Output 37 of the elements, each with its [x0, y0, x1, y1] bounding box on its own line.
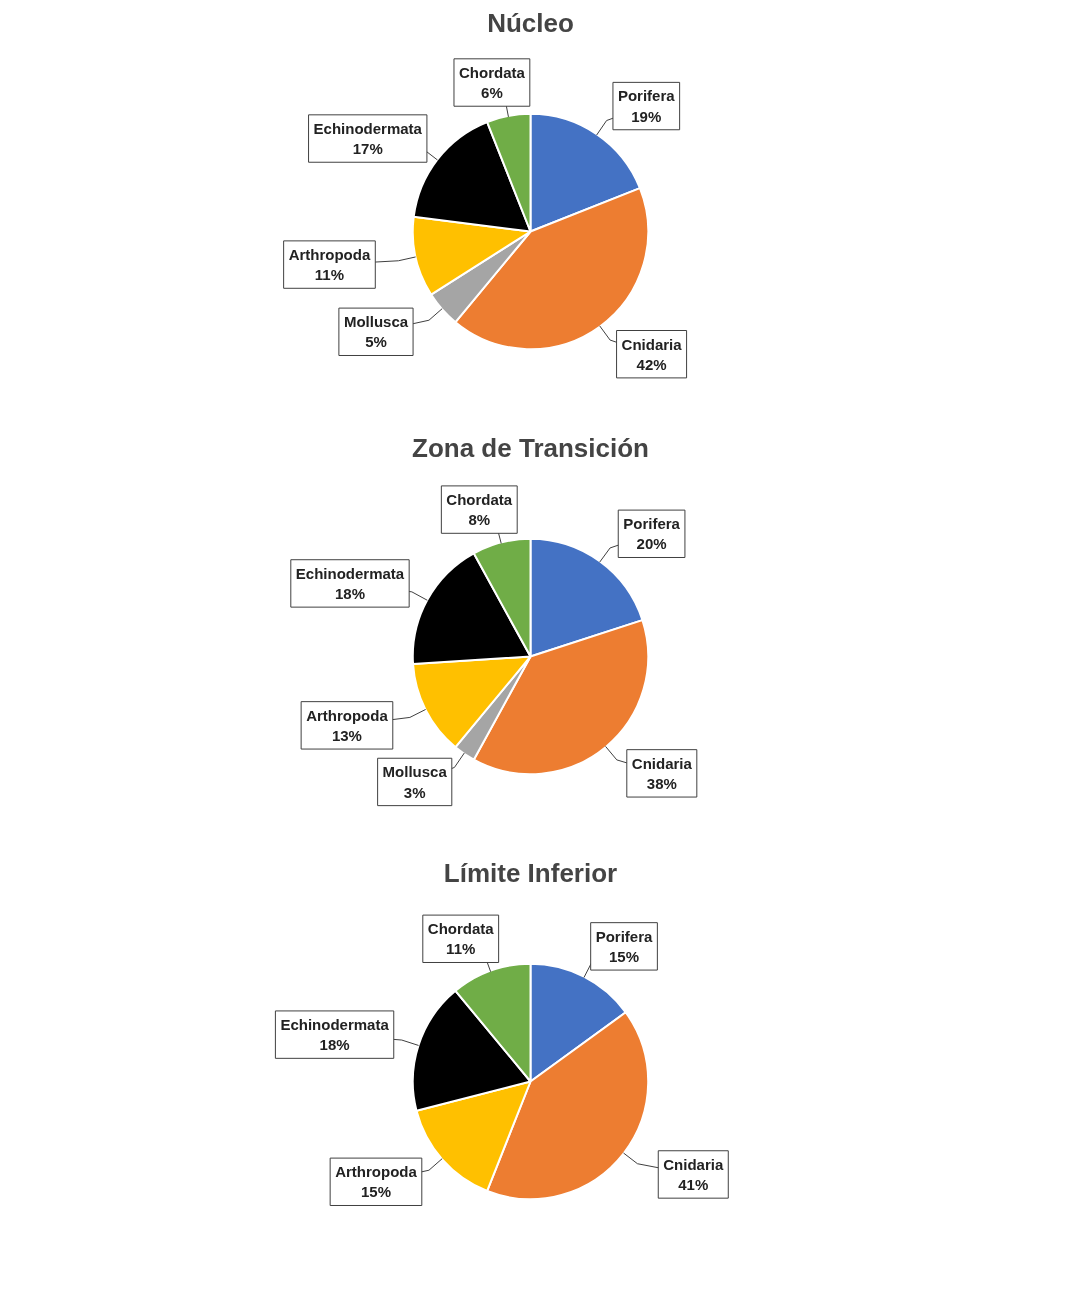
slice-label: Mollusca [343, 313, 409, 331]
data-label: 6% [481, 84, 503, 102]
data-label: 11% [314, 266, 345, 284]
slice-label: Mollusca [382, 763, 448, 781]
data-label: 13% [331, 727, 362, 745]
slice-label: Chordata [446, 490, 513, 508]
slice-label: Chordata [427, 920, 495, 938]
slice-label: Arthropoda [288, 245, 371, 263]
data-label: 19% [631, 107, 662, 125]
data-label: 3% [403, 783, 426, 801]
data-label: 15% [360, 1183, 391, 1201]
slice-label: Arthropoda [335, 1163, 418, 1181]
slice-label: Cnidaria [621, 335, 683, 353]
slice-label: Echinodermata [280, 1015, 390, 1033]
data-label: 41% [678, 1176, 709, 1194]
data-label: 38% [646, 775, 677, 793]
data-label: 18% [334, 585, 365, 603]
slice-label: Porifera [617, 87, 676, 105]
slice-label: Porifera [595, 927, 654, 945]
data-label: 18% [319, 1036, 350, 1054]
data-label: 15% [609, 948, 640, 966]
chart-title: Zona de Transición [412, 432, 649, 463]
data-label: 20% [636, 535, 667, 553]
data-label: 17% [352, 140, 383, 158]
data-label: 11% [446, 940, 476, 958]
slice-label: Echinodermata [313, 119, 423, 137]
data-label: 8% [468, 511, 491, 529]
slice-label: Cnidaria [631, 754, 693, 772]
slice-label: Chordata [458, 63, 526, 81]
data-label: 5% [365, 333, 387, 351]
slice-label: Porifera [623, 515, 681, 533]
slice-label: Cnidaria [663, 1155, 724, 1173]
chart-title: Núcleo [487, 7, 574, 38]
chart-title: Límite Inferior [443, 857, 618, 888]
data-label: 42% [636, 355, 667, 373]
slice-label: Arthropoda [306, 706, 389, 724]
slice-label: Echinodermata [295, 564, 405, 582]
